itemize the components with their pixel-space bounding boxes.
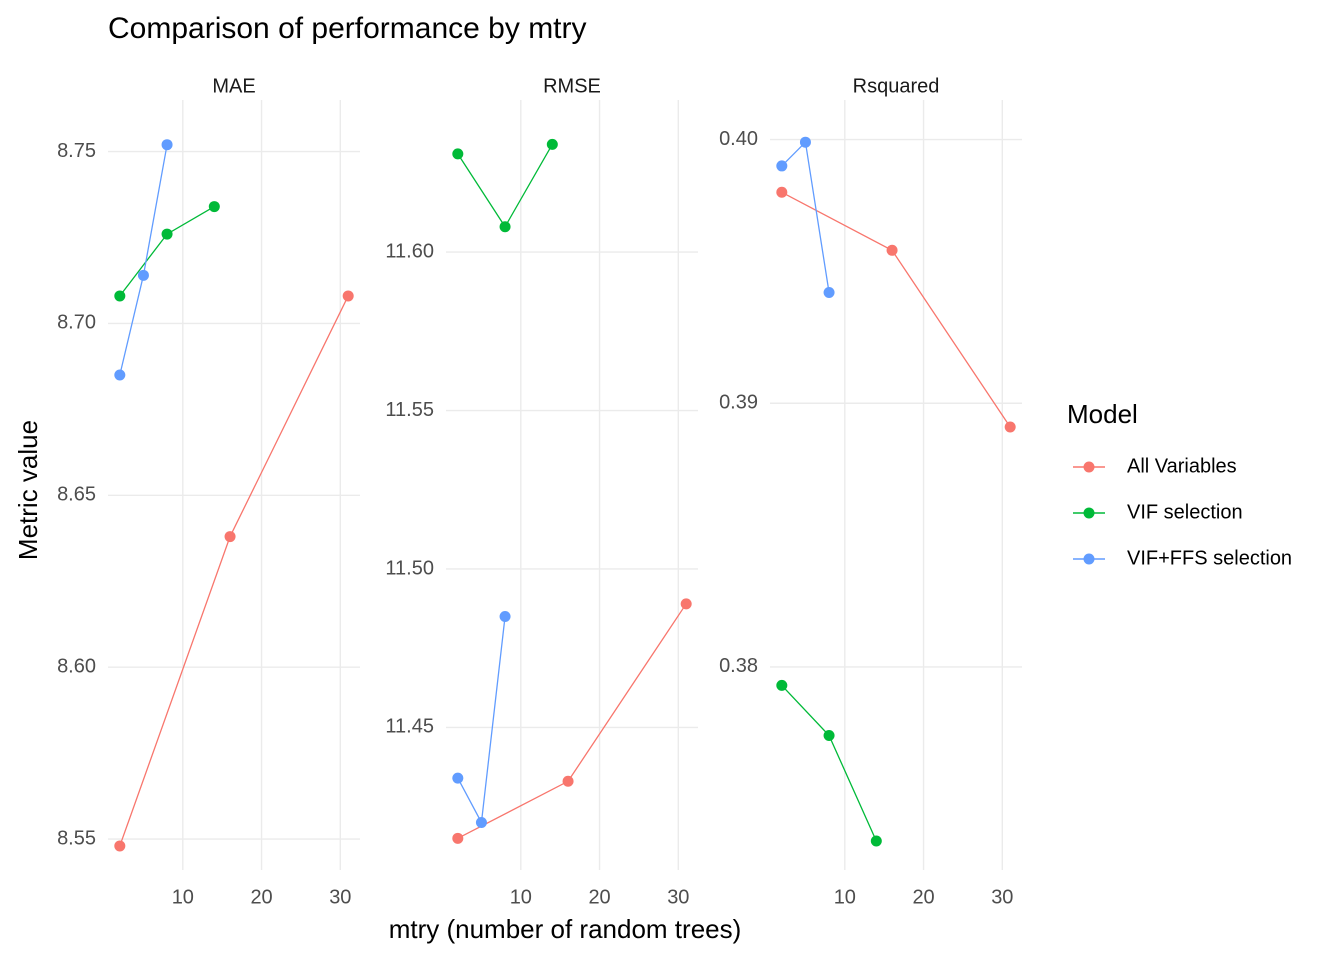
y-tick-label: 0.38: [719, 655, 758, 677]
data-point: [452, 148, 464, 160]
data-point: [452, 832, 464, 844]
series-line: [119, 206, 215, 297]
data-point: [562, 775, 574, 787]
series-line: [781, 684, 877, 842]
data-point: [823, 730, 835, 742]
y-axis-label: Metric value: [13, 420, 43, 560]
series-line: [457, 144, 553, 228]
data-point: [224, 531, 236, 543]
y-tick-label: 11.50: [385, 557, 434, 579]
y-tick-label: 8.60: [57, 655, 96, 677]
panel-title: MAE: [212, 75, 255, 97]
data-point: [886, 244, 898, 256]
legend-label: All Variables: [1127, 455, 1237, 477]
data-point: [475, 816, 487, 828]
data-point: [208, 201, 220, 213]
x-tick-label: 20: [250, 886, 272, 908]
data-point: [114, 840, 126, 852]
data-point: [680, 598, 692, 610]
panel-title: RMSE: [543, 75, 601, 97]
y-tick-label: 8.65: [57, 484, 96, 506]
data-point: [161, 228, 173, 240]
x-tick-label: 30: [329, 886, 351, 908]
data-point: [776, 186, 788, 198]
data-point: [870, 835, 882, 847]
data-point: [799, 136, 811, 148]
series-line: [457, 603, 687, 839]
data-point: [161, 139, 173, 151]
series-line: [119, 295, 349, 847]
series-line: [457, 616, 506, 825]
x-tick-label: 10: [834, 886, 856, 908]
y-tick-label: 11.45: [385, 716, 434, 738]
x-axis-label: mtry (number of random trees): [389, 914, 742, 944]
series-line: [781, 140, 830, 293]
data-point: [823, 287, 835, 298]
x-tick-label: 30: [667, 886, 689, 908]
x-tick-label: 10: [510, 886, 532, 908]
y-tick-label: 8.55: [57, 827, 96, 849]
series-line: [119, 144, 168, 376]
data-point: [1004, 421, 1016, 433]
x-tick-label: 20: [912, 886, 934, 908]
legend-label: VIF selection: [1127, 501, 1243, 523]
x-tick-label: 20: [588, 886, 610, 908]
data-point: [499, 611, 511, 623]
data-point: [776, 160, 788, 172]
y-tick-label: 11.55: [385, 399, 434, 421]
y-tick-label: 0.39: [719, 392, 758, 414]
legend-marker: [1083, 461, 1095, 473]
y-tick-label: 11.60: [385, 240, 434, 262]
data-point: [114, 369, 126, 381]
data-point: [137, 269, 149, 281]
data-point: [114, 290, 126, 302]
legend-title: Model: [1067, 399, 1138, 429]
x-tick-label: 30: [991, 886, 1013, 908]
data-point: [499, 221, 511, 233]
chart-title: Comparison of performance by mtry: [108, 12, 587, 45]
y-tick-label: 8.75: [57, 140, 96, 162]
series-line: [781, 191, 1011, 428]
x-tick-label: 10: [172, 886, 194, 908]
legend-marker: [1083, 507, 1095, 519]
panel-title: Rsquared: [853, 75, 940, 97]
y-tick-label: 8.70: [57, 312, 96, 334]
data-point: [342, 290, 354, 302]
data-point: [546, 138, 558, 150]
y-tick-label: 0.40: [719, 128, 758, 150]
data-point: [776, 679, 788, 691]
data-point: [452, 772, 464, 784]
legend-marker: [1083, 553, 1095, 565]
legend-label: VIF+FFS selection: [1127, 547, 1292, 569]
